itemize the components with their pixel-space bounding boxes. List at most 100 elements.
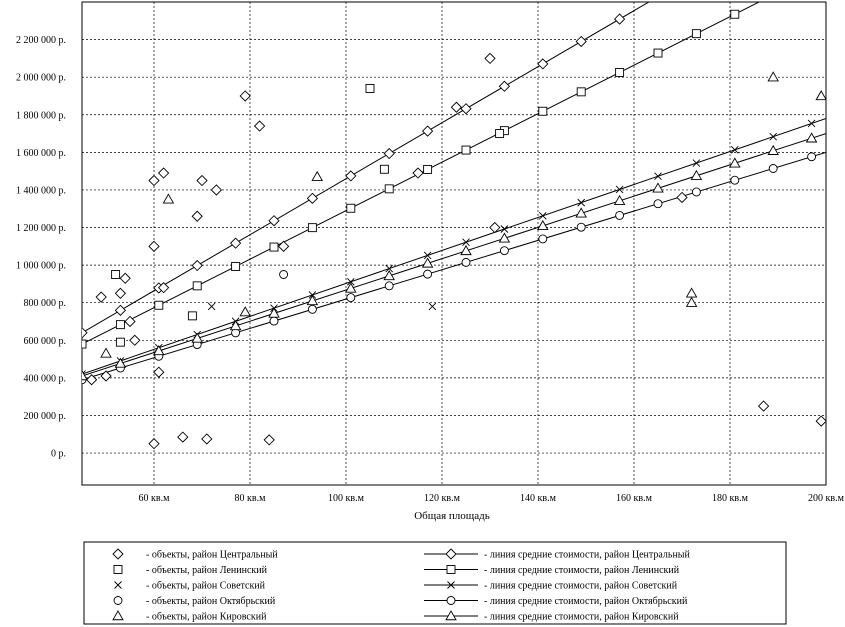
data-point — [148, 174, 160, 187]
y-tick-label: 600 000 р. — [24, 336, 67, 347]
line-marker — [654, 172, 662, 181]
data-point — [263, 434, 275, 446]
line-marker — [384, 281, 394, 291]
line-marker — [768, 164, 778, 173]
average-line — [82, 118, 826, 375]
average-line — [82, 151, 826, 381]
data-point — [253, 120, 266, 132]
x-tick-label: 180 кв.м — [712, 493, 749, 504]
line-marker — [807, 152, 817, 162]
line-marker — [575, 207, 587, 218]
line-marker — [500, 225, 509, 233]
line-marker — [729, 157, 741, 168]
legend-marker — [112, 610, 124, 621]
legend-entry: - линия средние стоимости, район Советск… — [484, 581, 678, 592]
legend: - объекты, район Центральный - объекты, р… — [83, 541, 787, 625]
data-point — [201, 433, 213, 445]
data-point — [239, 306, 251, 317]
line-marker — [462, 238, 470, 247]
legend-entry: - объекты, район Центральный — [146, 550, 278, 561]
line-marker — [730, 175, 740, 185]
x-tick-label: 60 кв.м — [139, 493, 171, 504]
line-marker — [461, 145, 471, 155]
y-tick-label: 2 200 000 р. — [16, 35, 66, 46]
legend-entry: - линия средние стоимости, район Ленинск… — [484, 565, 680, 576]
line-marker — [460, 103, 472, 115]
line-marker — [423, 164, 433, 174]
data-point — [210, 184, 223, 196]
legend-marker — [113, 565, 123, 574]
line-marker — [154, 300, 164, 310]
line-marker — [537, 219, 549, 231]
line-marker — [653, 48, 663, 58]
data-point — [85, 374, 98, 386]
legend-entry: - объекты, район Октябрьский — [146, 596, 276, 607]
line-marker — [576, 87, 586, 97]
line-marker — [82, 370, 88, 381]
data-point — [115, 337, 125, 347]
line-marker — [229, 320, 242, 331]
data-point — [495, 129, 505, 139]
average-line-series — [82, 2, 650, 339]
line-marker — [423, 251, 432, 260]
line-marker — [575, 35, 587, 48]
object-series — [111, 84, 505, 347]
line-marker — [345, 170, 357, 182]
data-point — [100, 370, 112, 382]
data-point — [311, 170, 323, 181]
legend-entry: - объекты, район Советский — [146, 581, 266, 592]
x-tick-label: 120 кв.м — [424, 493, 461, 504]
line-marker — [115, 320, 125, 330]
line-marker — [691, 29, 701, 39]
legend-marker — [114, 581, 122, 589]
data-point — [153, 366, 165, 378]
data-point — [162, 193, 175, 204]
y-tick-label: 0 р. — [51, 449, 66, 460]
data-point — [187, 311, 197, 321]
line-marker — [537, 58, 549, 70]
line-marker — [345, 282, 357, 293]
object-series — [279, 270, 289, 279]
data-point — [685, 287, 698, 298]
y-tick-label: 400 000 р. — [24, 373, 67, 384]
line-marker — [807, 119, 816, 128]
x-tick-label: 160 кв.м — [616, 493, 653, 504]
data-point — [100, 347, 112, 358]
data-point — [815, 415, 826, 427]
object-series — [85, 52, 826, 450]
line-marker — [229, 237, 242, 249]
average-line — [82, 2, 650, 334]
line-marker — [346, 293, 356, 303]
legend-marker — [446, 596, 456, 605]
line-marker — [384, 184, 394, 194]
legend-marker — [447, 581, 455, 589]
data-point — [157, 282, 170, 294]
line-marker — [421, 125, 434, 137]
data-point — [148, 240, 160, 252]
line-marker — [114, 304, 127, 316]
y-tick-label: 1 600 000 р. — [16, 148, 66, 159]
line-marker — [269, 316, 279, 326]
line-marker — [691, 187, 701, 197]
data-point — [111, 270, 121, 279]
data-point — [196, 174, 208, 187]
line-marker — [421, 257, 434, 268]
object-series — [100, 71, 826, 358]
data-point — [428, 302, 437, 311]
data-point — [239, 90, 251, 102]
line-marker — [692, 159, 701, 167]
line-marker — [383, 269, 395, 281]
x-axis-title: Общая площадь — [414, 510, 490, 522]
legend-marker — [445, 610, 457, 621]
line-marker — [307, 223, 317, 233]
x-tick-label: 100 кв.м — [328, 493, 365, 504]
average-line — [82, 133, 826, 377]
line-marker — [767, 144, 779, 155]
grid-lines — [82, 2, 827, 485]
data-point — [767, 71, 779, 82]
line-marker — [307, 304, 317, 314]
average-line-series — [82, 151, 826, 385]
legend-marker — [113, 596, 123, 605]
object-series — [207, 302, 437, 311]
data-point — [412, 167, 424, 179]
